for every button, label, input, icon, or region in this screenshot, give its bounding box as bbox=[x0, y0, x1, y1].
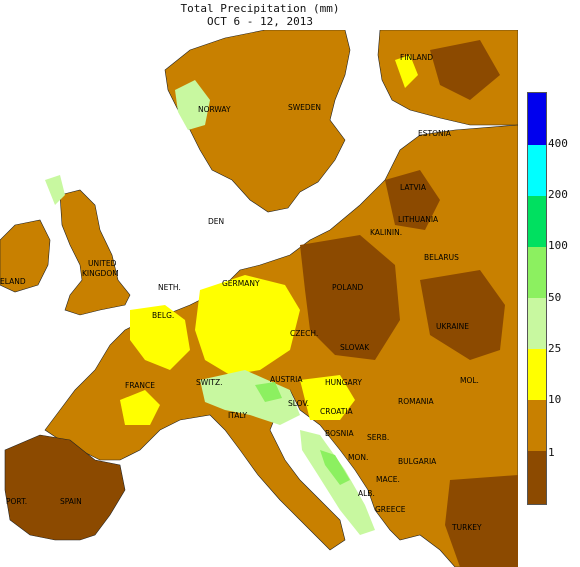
wet-zone-austria bbox=[255, 382, 282, 402]
country-label: KINGDOM bbox=[82, 269, 119, 278]
europe-precipitation-map: FINLAND NORWAY SWEDEN ESTONIA LATVIA LIT… bbox=[0, 30, 518, 567]
legend-label: 1 bbox=[548, 446, 555, 459]
country-label: AUSTRIA bbox=[270, 375, 303, 384]
country-label: MACE. bbox=[376, 475, 400, 484]
legend-label: 25 bbox=[548, 342, 562, 355]
country-label: SLOVAK bbox=[340, 343, 370, 352]
wet-zone-croatia-coast bbox=[320, 450, 350, 485]
wet-zone-benelux bbox=[130, 305, 190, 370]
country-label: SWEDEN bbox=[288, 103, 321, 112]
country-label: HUNGARY bbox=[325, 378, 362, 387]
legend-swatch bbox=[528, 349, 546, 400]
country-label: LITHUANIA bbox=[398, 215, 439, 224]
precipitation-legend bbox=[527, 92, 547, 505]
dry-zone-ukraine bbox=[420, 270, 505, 360]
legend-label: 100 bbox=[548, 239, 568, 252]
country-label: DEN bbox=[208, 217, 224, 226]
country-label: UKRAINE bbox=[436, 322, 469, 331]
country-label: BELG. bbox=[152, 311, 174, 320]
legend-swatch bbox=[528, 196, 546, 247]
country-label: ALB. bbox=[358, 489, 375, 498]
country-label: POLAND bbox=[332, 283, 364, 292]
landmass-ireland bbox=[0, 219, 51, 293]
wet-zone-france bbox=[120, 390, 160, 425]
country-label: CROATIA bbox=[320, 407, 354, 416]
country-label: ITALY bbox=[228, 411, 248, 420]
country-label: TURKEY bbox=[451, 523, 482, 532]
legend-label: 10 bbox=[548, 393, 562, 406]
country-label: MON. bbox=[348, 453, 368, 462]
dry-zone-turkey bbox=[445, 475, 518, 567]
wet-zone-norway-coast bbox=[175, 80, 210, 130]
dry-zone-poland bbox=[300, 235, 400, 360]
country-label: BELARUS bbox=[424, 253, 459, 262]
wet-zone-scandinavia bbox=[395, 55, 418, 88]
legend-swatch bbox=[528, 400, 546, 451]
country-label: SERB. bbox=[367, 433, 389, 442]
landmass-scandinavia bbox=[164, 30, 351, 213]
country-label: ESTONIA bbox=[418, 129, 452, 138]
country-label: SPAIN bbox=[60, 497, 82, 506]
country-label: MOL. bbox=[460, 376, 479, 385]
country-label: GREECE bbox=[375, 505, 406, 514]
legend-swatch bbox=[528, 93, 546, 145]
country-label: CZECH. bbox=[290, 329, 318, 338]
wet-zone-hungary bbox=[300, 375, 355, 420]
country-label: LATVIA bbox=[400, 183, 427, 192]
wet-zone-germany bbox=[195, 275, 300, 375]
legend-swatch bbox=[528, 145, 546, 196]
country-label: BULGARIA bbox=[398, 457, 437, 466]
legend-label: 50 bbox=[548, 291, 562, 304]
legend-swatch bbox=[528, 247, 546, 298]
country-label: FRANCE bbox=[125, 381, 155, 390]
legend-label: 200 bbox=[548, 188, 568, 201]
landmass-iberia bbox=[4, 434, 126, 541]
country-label: SWITZ. bbox=[196, 378, 223, 387]
country-label: FINLAND bbox=[400, 53, 433, 62]
dry-zone-finland bbox=[430, 40, 500, 100]
legend-swatch bbox=[528, 451, 546, 504]
legend-swatch bbox=[528, 298, 546, 349]
country-label: ELAND bbox=[0, 277, 26, 286]
dry-zone-baltic bbox=[385, 170, 440, 230]
country-label: PORT. bbox=[6, 497, 27, 506]
landmass-great-britain bbox=[59, 189, 131, 316]
map-title: Total Precipitation (mm) bbox=[180, 2, 340, 15]
wet-zone-adriatic bbox=[300, 430, 375, 535]
legend-label: 400 bbox=[548, 137, 568, 150]
map-date-range: OCT 6 - 12, 2013 bbox=[207, 15, 313, 28]
country-label: NORWAY bbox=[198, 105, 231, 114]
wet-zone-scotland bbox=[45, 175, 65, 205]
country-label: ROMANIA bbox=[398, 397, 435, 406]
country-label: NETH. bbox=[158, 283, 181, 292]
country-label: SLOV. bbox=[288, 399, 309, 408]
country-label: BOSNIA bbox=[325, 429, 354, 438]
country-label: KALININ. bbox=[370, 228, 402, 237]
country-label: UNITED bbox=[88, 259, 117, 268]
country-label: GERMANY bbox=[222, 279, 260, 288]
